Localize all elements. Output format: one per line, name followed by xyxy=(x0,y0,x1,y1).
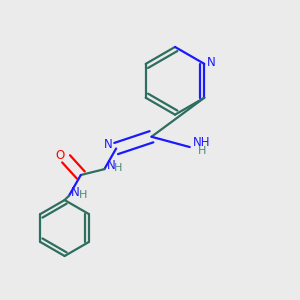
Text: N: N xyxy=(103,139,112,152)
Text: H: H xyxy=(114,163,123,173)
Text: H: H xyxy=(78,190,87,200)
Text: NH: NH xyxy=(194,136,211,149)
Text: N: N xyxy=(207,56,216,69)
Text: N: N xyxy=(106,159,115,172)
Text: H: H xyxy=(198,146,206,156)
Text: O: O xyxy=(55,149,64,162)
Text: N: N xyxy=(70,186,79,199)
